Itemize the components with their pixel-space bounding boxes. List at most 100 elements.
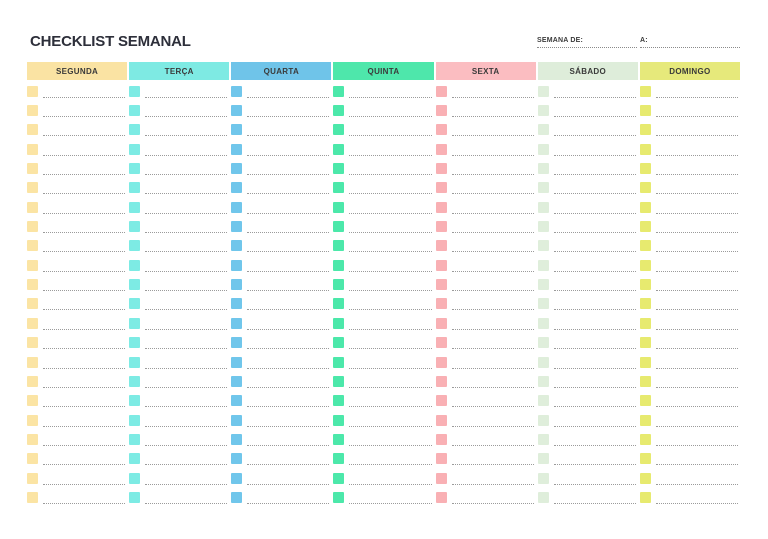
checkbox-quarta[interactable] [231,337,243,349]
task-write-line[interactable] [349,202,432,214]
checkbox-sabado[interactable] [537,162,549,174]
checkbox-domingo[interactable] [639,162,651,174]
task-write-line[interactable] [451,260,534,272]
task-write-line[interactable] [247,453,330,466]
task-write-line[interactable] [247,182,330,195]
checkbox-sexta[interactable] [435,182,447,194]
checkbox-sexta[interactable] [435,337,447,349]
task-write-line[interactable] [553,163,636,175]
checkbox-sexta[interactable] [435,104,447,116]
task-write-line[interactable] [553,105,636,117]
task-write-line[interactable] [451,202,534,214]
task-write-line[interactable] [145,415,228,427]
checkbox-segunda[interactable] [27,221,38,233]
checkbox-segunda[interactable] [27,356,38,368]
checkbox-quarta[interactable] [231,143,243,155]
task-write-line[interactable] [451,492,534,505]
task-write-line[interactable] [43,105,126,117]
task-write-line[interactable] [655,318,738,330]
checkbox-quinta[interactable] [333,182,345,194]
checkbox-sexta[interactable] [435,492,447,504]
checkbox-quinta[interactable] [333,317,345,329]
task-write-line[interactable] [655,124,738,137]
checkbox-domingo[interactable] [639,85,651,97]
checkbox-terca[interactable] [129,433,141,445]
checkbox-sabado[interactable] [537,453,549,465]
task-write-line[interactable] [43,202,126,214]
checkbox-sabado[interactable] [537,414,549,426]
checkbox-quarta[interactable] [231,414,243,426]
task-write-line[interactable] [349,86,432,98]
checkbox-domingo[interactable] [639,279,651,291]
task-write-line[interactable] [145,492,228,505]
task-write-line[interactable] [553,357,636,369]
task-write-line[interactable] [349,182,432,195]
task-write-line[interactable] [451,240,534,253]
task-write-line[interactable] [553,376,636,388]
checkbox-segunda[interactable] [27,182,38,194]
task-write-line[interactable] [553,473,636,485]
checkbox-sabado[interactable] [537,201,549,213]
task-write-line[interactable] [349,492,432,505]
task-write-line[interactable] [451,415,534,427]
task-write-line[interactable] [655,395,738,408]
task-write-line[interactable] [451,163,534,175]
checkbox-terca[interactable] [129,453,141,465]
checkbox-quarta[interactable] [231,453,243,465]
task-write-line[interactable] [655,240,738,253]
task-write-line[interactable] [247,337,330,350]
checkbox-terca[interactable] [129,337,141,349]
task-write-line[interactable] [145,298,228,311]
checkbox-segunda[interactable] [27,414,38,426]
checkbox-domingo[interactable] [639,240,651,252]
checkbox-quarta[interactable] [231,317,243,329]
task-write-line[interactable] [451,395,534,408]
checkbox-quinta[interactable] [333,124,345,136]
task-write-line[interactable] [655,202,738,214]
task-write-line[interactable] [145,318,228,330]
task-write-line[interactable] [145,221,228,234]
checkbox-terca[interactable] [129,221,141,233]
task-write-line[interactable] [349,376,432,388]
task-write-line[interactable] [349,144,432,156]
task-write-line[interactable] [451,221,534,234]
checkbox-segunda[interactable] [27,492,38,504]
checkbox-quinta[interactable] [333,414,345,426]
checkbox-sabado[interactable] [537,375,549,387]
task-write-line[interactable] [655,376,738,388]
checkbox-sexta[interactable] [435,414,447,426]
checkbox-segunda[interactable] [27,472,38,484]
checkbox-terca[interactable] [129,143,141,155]
checkbox-quarta[interactable] [231,221,243,233]
checkbox-sexta[interactable] [435,317,447,329]
checkbox-quinta[interactable] [333,492,345,504]
task-write-line[interactable] [655,86,738,98]
task-write-line[interactable] [145,144,228,156]
checkbox-sabado[interactable] [537,182,549,194]
task-write-line[interactable] [553,144,636,156]
checkbox-domingo[interactable] [639,433,651,445]
task-write-line[interactable] [145,473,228,485]
task-write-line[interactable] [655,182,738,195]
checkbox-quarta[interactable] [231,240,243,252]
checkbox-segunda[interactable] [27,162,38,174]
checkbox-quarta[interactable] [231,85,243,97]
checkbox-sabado[interactable] [537,492,549,504]
checkbox-domingo[interactable] [639,492,651,504]
task-write-line[interactable] [349,357,432,369]
checkbox-terca[interactable] [129,298,141,310]
checkbox-segunda[interactable] [27,453,38,465]
task-write-line[interactable] [349,318,432,330]
task-write-line[interactable] [247,221,330,234]
task-write-line[interactable] [247,240,330,253]
checkbox-quarta[interactable] [231,104,243,116]
checkbox-segunda[interactable] [27,259,38,271]
task-write-line[interactable] [553,298,636,311]
checkbox-domingo[interactable] [639,356,651,368]
task-write-line[interactable] [451,357,534,369]
task-write-line[interactable] [43,182,126,195]
checkbox-quinta[interactable] [333,337,345,349]
checkbox-quinta[interactable] [333,85,345,97]
task-write-line[interactable] [655,105,738,117]
checkbox-quinta[interactable] [333,279,345,291]
